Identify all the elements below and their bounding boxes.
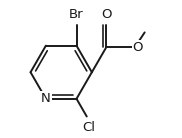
Text: Cl: Cl (82, 121, 95, 134)
Text: Br: Br (69, 8, 84, 21)
Text: O: O (101, 8, 112, 21)
Text: N: N (41, 92, 51, 105)
Text: O: O (133, 41, 143, 54)
